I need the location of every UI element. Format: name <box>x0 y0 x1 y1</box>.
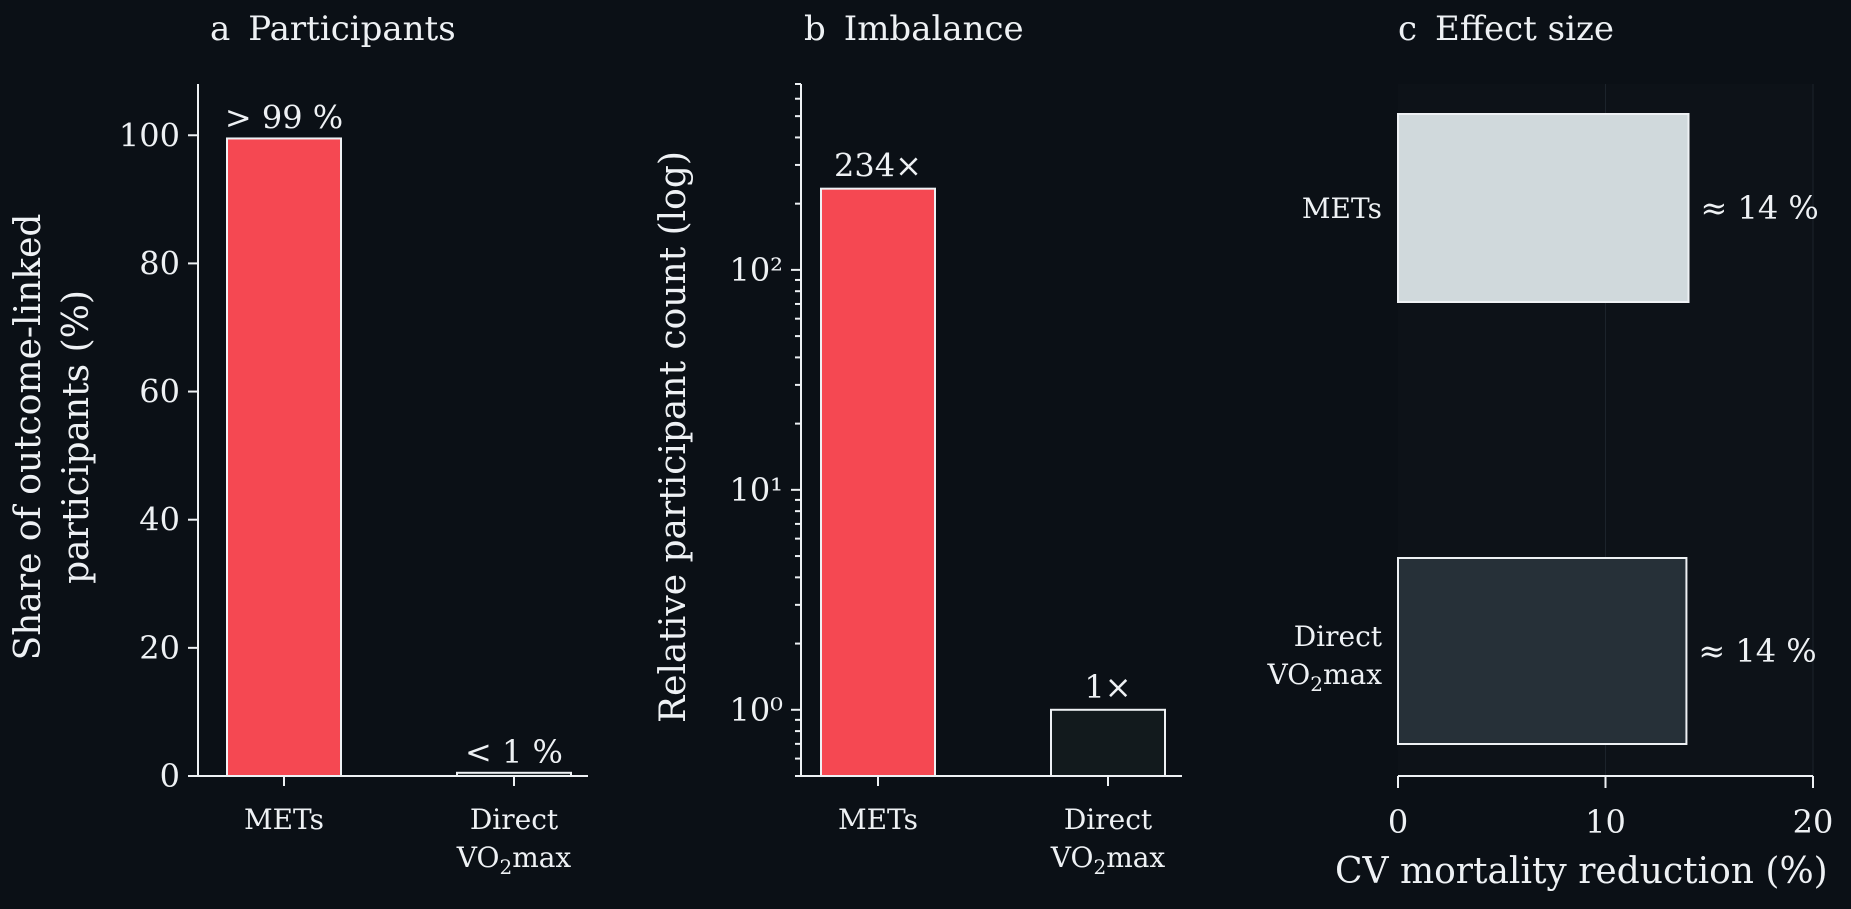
panel-a-ytick-label: 100 <box>119 116 180 154</box>
panel-a-category-mets: METs <box>244 803 324 836</box>
panel-a-data-label: < 1 % <box>465 733 563 771</box>
panel-b-category-direct: Direct <box>1064 803 1153 836</box>
panel-c-xtick-label: 0 <box>1388 803 1408 841</box>
panel-b-category-vo2max: VO2max <box>1050 841 1166 879</box>
panel-a-ytick-label: 0 <box>160 757 180 795</box>
panel-c-data-label: ≈ 14 % <box>1701 189 1819 227</box>
panel-b-data-label: 1× <box>1084 668 1131 706</box>
panel-b-title: b Imbalance <box>804 9 1024 49</box>
panel-c-bar <box>1397 557 1688 745</box>
panel-c-bar <box>1397 113 1690 303</box>
panel-c-category-mets: METs <box>1302 192 1382 225</box>
panel-a-axes <box>197 84 588 777</box>
panel-a-title: a Participants <box>210 9 456 49</box>
panel-b-data-label: 234× <box>834 147 922 185</box>
panel-b-ytick-label: 10¹ <box>729 471 783 509</box>
panel-b-bar <box>820 187 936 777</box>
panel-c-xlabel: CV mortality reduction (%) <box>1335 851 1828 892</box>
panel-b-ytick-label: 10⁰ <box>729 691 783 729</box>
panel-b-axes <box>800 84 1182 777</box>
panel-a-ytick-label: 40 <box>139 501 180 539</box>
panel-c-title: c Effect size <box>1398 9 1614 49</box>
panel-a-category-vo2max: VO2max <box>456 841 572 879</box>
panel-c-xtick-label: 10 <box>1585 803 1626 841</box>
panel-a-category-direct: Direct <box>470 803 559 836</box>
panel-a-data-label: > 99 % <box>225 98 343 136</box>
panel-b-bar <box>1050 708 1166 778</box>
panel-a-ylabel-line2: participants (%) <box>56 290 97 584</box>
panel-c-xtick-label: 20 <box>1793 803 1834 841</box>
panel-a-ytick-label: 20 <box>139 629 180 667</box>
panel-a-bar <box>226 137 342 778</box>
panel-a-ytick-label: 60 <box>139 373 180 411</box>
panel-a-ylabel-line1: Share of outcome-linked <box>8 214 49 661</box>
panel-b-ylabel: Relative participant count (log) <box>653 151 694 723</box>
panel-a-ytick-label: 80 <box>139 244 180 282</box>
panel-c-data-label: ≈ 14 % <box>1698 632 1816 670</box>
panel-b-ytick-label: 10² <box>729 251 783 289</box>
panel-c-category-vo2max: VO2max <box>1267 658 1383 696</box>
panel-b-category-mets: METs <box>838 803 918 836</box>
panel-c-category-direct: Direct <box>1294 620 1383 653</box>
